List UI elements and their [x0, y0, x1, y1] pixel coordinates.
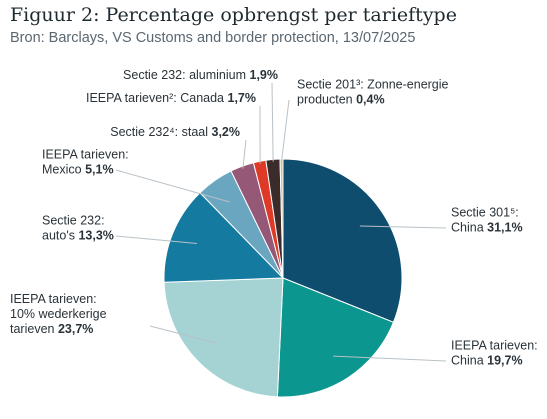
slice-label: IEEPA tarieven: 10% wederkerige tarieven 2… — [10, 292, 107, 336]
leader-line — [115, 169, 230, 203]
pie-slice — [282, 158, 403, 323]
slice-label: Sectie 301⁵: China 31,1% — [451, 206, 523, 235]
slice-label: Sectie 232: auto's 13,3% — [42, 214, 114, 243]
leader-line — [115, 235, 197, 244]
slice-label: Sectie 232⁴: staal 3,2% — [110, 125, 240, 139]
chart-title: Figuur 2: Percentage opbrengst per tarie… — [10, 4, 457, 26]
leader-lines — [115, 82, 447, 362]
leader-line — [359, 225, 447, 229]
chart-subtitle: Bron: Barclays, VS Customs and border pr… — [10, 30, 416, 46]
leader-line — [271, 82, 274, 162]
slice-label: Sectie 232: aluminium 1,9% — [123, 68, 278, 82]
pie-slices — [163, 158, 403, 398]
slice-label: Sectie 201³: Zonne-energie producten 0,4% — [297, 78, 449, 107]
leader-line — [333, 355, 447, 362]
slice-label: IEEPA tarieven: China 19,7% — [451, 339, 538, 368]
pie-slice — [163, 277, 284, 398]
pie-slice — [276, 277, 395, 398]
slice-label: IEEPA tarieven²: Canada 1,7% — [86, 91, 256, 105]
leader-line — [149, 325, 218, 344]
leader-line — [281, 99, 290, 162]
slice-labels: Sectie 301⁵: China 31,1% IEEPA tarieven: Ch… — [10, 68, 538, 368]
leader-line — [242, 139, 247, 169]
pie-slice — [163, 192, 285, 283]
slice-label: IEEPA tarieven: Mexico 5,1% — [42, 148, 129, 177]
